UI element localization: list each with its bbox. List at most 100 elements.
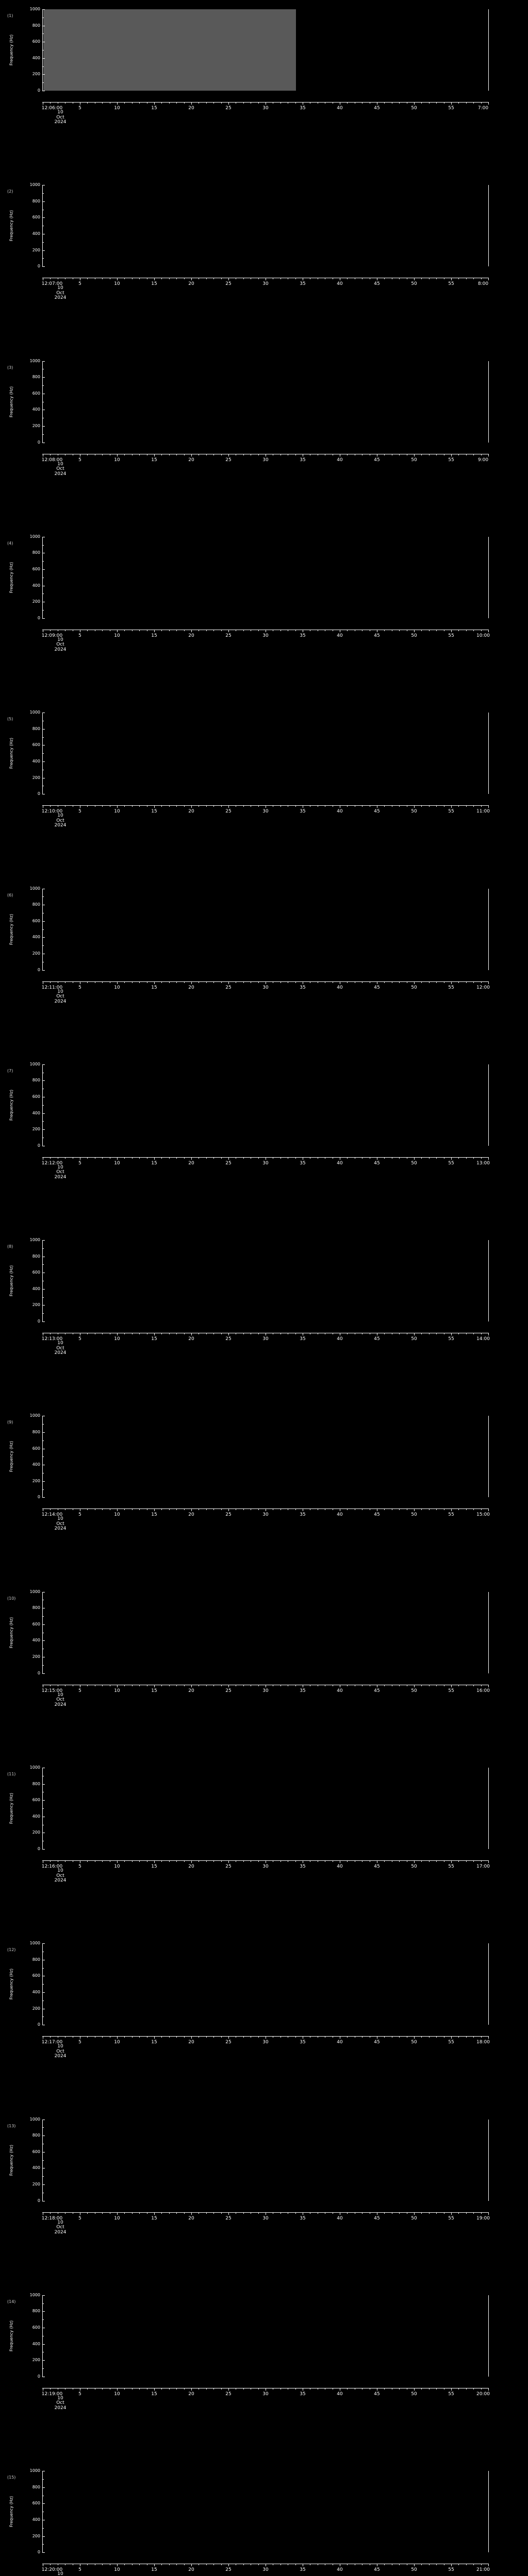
x-axis-tick-label: 40 [337,809,343,815]
x-axis-minor-tick [169,102,170,104]
x-axis-tick [228,453,229,456]
plot-area[interactable]: 0 200 400 600 800 1000 [30,7,489,93]
plot-area[interactable]: 0 200 400 600 800 1000 [30,183,489,268]
spectrogram-panel[interactable]: (5) Frequency (Hz) 0 200 400 600 800 1000 12:10:… [0,703,528,879]
x-axis-start-label: 12:11:00 [41,985,63,990]
plot-area[interactable]: 0 200 400 600 800 1000 [30,1589,489,1675]
x-axis-start-label: 12:13:00 [41,1336,63,1342]
x-axis-minor-tick [206,629,207,631]
spectrogram-panel[interactable]: (3) Frequency (Hz) 0 200 400 600 800 1000 12:08:… [0,352,528,528]
plot-area[interactable]: 0 200 400 600 800 1000 [30,1238,489,1324]
plot-area[interactable]: 0 200 400 600 800 1000 [30,886,489,972]
x-axis-minor-tick [421,453,422,455]
x-axis-minor-tick [466,1684,467,1686]
x-axis-minor-tick [458,1333,459,1335]
y-axis-tick-label: 600 [32,1621,40,1626]
plot-area[interactable]: 0 200 400 600 800 1000 [30,2469,489,2554]
x-axis: 12:12:00 5 10 15 20 25 30 35 40 45 50 55 13:00 [42,1157,490,1166]
x-axis-minor-tick [139,1509,140,1511]
x-axis-minor-tick [421,2212,422,2214]
plot-area[interactable]: 0 200 400 600 800 1000 [30,359,489,444]
date-month: Oct [56,1345,64,1351]
spectrogram-panel[interactable]: (7) Frequency (Hz) 0 200 400 600 800 1000 12:12:… [0,1055,528,1231]
x-axis-minor-tick [102,2212,103,2214]
x-axis-tick [228,1157,229,1160]
plot-area[interactable]: 0 200 400 600 800 1000 [30,710,489,796]
spectrogram-panel[interactable]: (15) Frequency (Hz) 0 200 400 600 800 1000 12:20… [0,2462,528,2576]
date-day: 10 [57,1516,63,1522]
plot-area[interactable]: 0 200 400 600 800 1000 [30,2293,489,2378]
y-axis-minor-tick [42,545,44,546]
x-axis-minor-tick [458,1157,459,1159]
x-axis-tick [488,102,489,105]
y-axis-tick-label: 0 [37,615,40,620]
x-axis-tick-label: 15 [151,106,157,111]
x-axis-tick [117,1157,118,1160]
x-axis-tick-label: 5 [78,1160,81,1166]
x-axis-minor-tick [347,453,348,455]
x-axis-minor-tick [87,1157,88,1159]
y-axis-tick-label: 1000 [29,2292,40,2297]
spectrogram-panel[interactable]: (10) Frequency (Hz) 0 200 400 600 800 1000 12:15… [0,1583,528,1758]
y-axis-minor-tick [42,2127,44,2128]
y-axis-tick [42,377,45,378]
x-axis-tick-label: 30 [262,985,269,990]
plot-area[interactable]: 0 200 400 600 800 1000 [30,2117,489,2202]
x-axis-tick-label: 35 [300,1512,306,1518]
x-axis-tick-label: 55 [448,1512,454,1518]
spectrogram-panel[interactable]: (4) Frequency (Hz) 0 200 400 600 800 1000 12:09:… [0,528,528,703]
y-axis-tick-label: 800 [32,1957,40,1962]
x-axis-tick-label: 20 [188,985,194,990]
x-axis-minor-tick [131,1333,133,1335]
plot-area[interactable]: 0 200 400 600 800 1000 [30,1941,489,2027]
spectrogram-panel[interactable]: (6) Frequency (Hz) 0 200 400 600 800 1000 12:11:… [0,879,528,1055]
x-axis-minor-tick [436,453,437,455]
date-year: 2024 [54,1526,67,1532]
spectrogram-panel[interactable]: (8) Frequency (Hz) 0 200 400 600 800 1000 12:13:… [0,1231,528,1406]
x-axis-minor-tick [206,1333,207,1335]
spectrogram-panel[interactable]: (14) Frequency (Hz) 0 200 400 600 800 1000 12:19… [0,2286,528,2462]
x-axis-tick-label: 35 [300,2215,306,2221]
spectrogram-panel[interactable]: (1) Frequency (Hz) 0 200 400 600 800 1000 12:06:… [0,0,528,176]
spectrogram-panel[interactable]: (13) Frequency (Hz) 0 200 400 600 800 1000 12:18… [0,2110,528,2286]
x-axis-minor-tick [131,981,133,983]
y-axis-minor-tick [42,2544,44,2545]
x-axis-tick-label: 25 [225,281,232,287]
x-axis-minor-tick [176,2564,177,2566]
y-axis-tick-label: 800 [32,726,40,731]
plot-area[interactable]: 0 200 400 600 800 1000 [30,1766,489,1851]
spectrogram-panel[interactable]: (12) Frequency (Hz) 0 200 400 600 800 1000 12:17… [0,1934,528,2110]
spectrogram-panel[interactable]: (9) Frequency (Hz) 0 200 400 600 800 1000 12:14:… [0,1406,528,1582]
y-axis-tick [42,1992,45,1993]
y-axis-minor-tick [42,929,44,930]
x-axis-minor-tick [139,102,140,104]
date-month: Oct [56,1170,64,1175]
y-axis-minor-tick [42,434,44,435]
x-axis-minor-tick [421,2564,422,2566]
x-axis-tick-label: 15 [151,985,157,990]
x-axis-tick [488,1860,489,1863]
x-axis-minor-tick [481,1157,482,1159]
x-axis-start-label: 12:14:00 [41,1512,63,1518]
date-year: 2024 [54,823,67,828]
spectrogram-panel[interactable]: (11) Frequency (Hz) 0 200 400 600 800 1000 12:16… [0,1758,528,1934]
x-axis-minor-tick [161,2564,162,2566]
date-year: 2024 [54,1174,67,1180]
x-axis-minor-tick [295,1860,296,1862]
spectrogram-panel[interactable]: (2) Frequency (Hz) 0 200 400 600 800 1000 12:07:… [0,176,528,351]
x-axis-tick [154,2387,155,2391]
x-axis-minor-tick [466,1860,467,1862]
x-axis-minor-tick [243,278,244,280]
plot-area[interactable]: 0 200 400 600 800 1000 [30,534,489,620]
x-axis-minor-tick [347,2036,348,2038]
plot-area[interactable]: 0 200 400 600 800 1000 [30,1414,489,1499]
y-axis-tick-label: 0 [37,1670,40,1675]
x-axis-minor-tick [221,2387,222,2389]
y-axis-tick [42,1113,45,1114]
y-axis-tick-label: 800 [32,23,40,28]
plot-area[interactable]: 0 200 400 600 800 1000 [30,1062,489,1147]
x-axis-minor-tick [169,1333,170,1335]
x-axis-end-label: 18:00 [476,2040,490,2045]
